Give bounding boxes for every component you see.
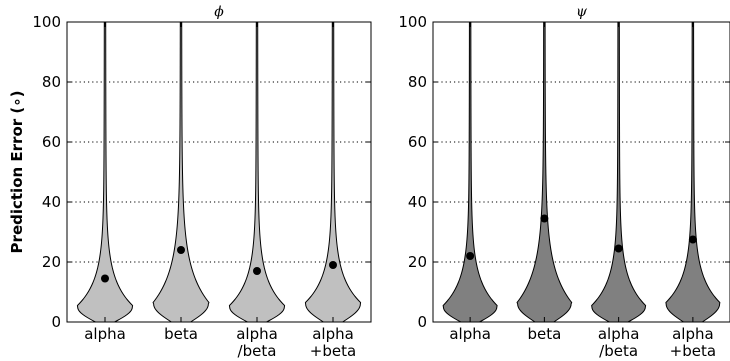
x-tick-label: alpha (84, 325, 126, 343)
axes-frame (66, 21, 372, 323)
x-tick-label: alpha +beta (670, 325, 716, 360)
violin-beta (152, 21, 210, 323)
panel-title: ψ (576, 4, 588, 20)
violin-alpha (442, 21, 498, 323)
y-tick-label: 40 (408, 193, 427, 211)
y-tick-label: 0 (417, 313, 427, 331)
y-tick-label: 100 (32, 13, 61, 31)
mean-point (253, 267, 261, 275)
mean-point (688, 235, 697, 244)
panel-title: ϕ (214, 4, 224, 20)
x-tick-label: beta (164, 325, 198, 343)
y-axis-label: Prediction Error (∘) (8, 91, 26, 254)
y-tick-label: 40 (42, 193, 61, 211)
mean-point (614, 244, 623, 253)
y-tick-label: 0 (51, 313, 61, 331)
y-tick-label: 20 (408, 253, 427, 271)
mean-point (101, 274, 109, 283)
y-tick-label: 80 (408, 73, 427, 91)
violin-alpha-beta (665, 21, 721, 323)
y-tick-label: 80 (42, 73, 61, 91)
mean-point (466, 252, 475, 260)
violin-alpha-beta (228, 21, 286, 323)
x-tick-label: alpha/beta (598, 325, 640, 360)
y-tick-label: 100 (398, 13, 427, 31)
x-tick-label: alpha (449, 325, 491, 343)
panel-phi: 0 20 40 60 80 100 alpha beta alpha/beta alpha +bet… (32, 4, 372, 360)
mean-point (540, 214, 549, 223)
y-tick-label: 20 (42, 253, 61, 271)
violin-alpha-beta (591, 21, 647, 323)
x-tick-label: beta (527, 325, 561, 343)
mean-point (177, 246, 185, 254)
x-tick-label: alpha +beta (310, 325, 356, 360)
x-tick-label: alpha/beta (236, 325, 278, 360)
violin-beta (516, 21, 573, 323)
axes-frame (432, 21, 730, 323)
mean-point (329, 261, 337, 269)
y-tick-label: 60 (42, 133, 61, 151)
panel-psi: 0 20 40 60 80 100 alpha beta alpha/beta alpha +bet… (398, 4, 730, 360)
y-tick-label: 60 (408, 133, 427, 151)
violin-alpha-beta (304, 21, 362, 323)
